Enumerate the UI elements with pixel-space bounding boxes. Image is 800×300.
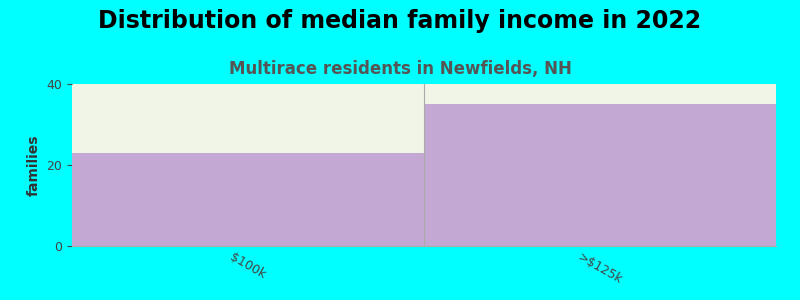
Bar — [72, 153, 424, 246]
Text: Distribution of median family income in 2022: Distribution of median family income in … — [98, 9, 702, 33]
Y-axis label: families: families — [27, 134, 41, 196]
Text: Multirace residents in Newfields, NH: Multirace residents in Newfields, NH — [229, 60, 571, 78]
Bar — [424, 104, 776, 246]
